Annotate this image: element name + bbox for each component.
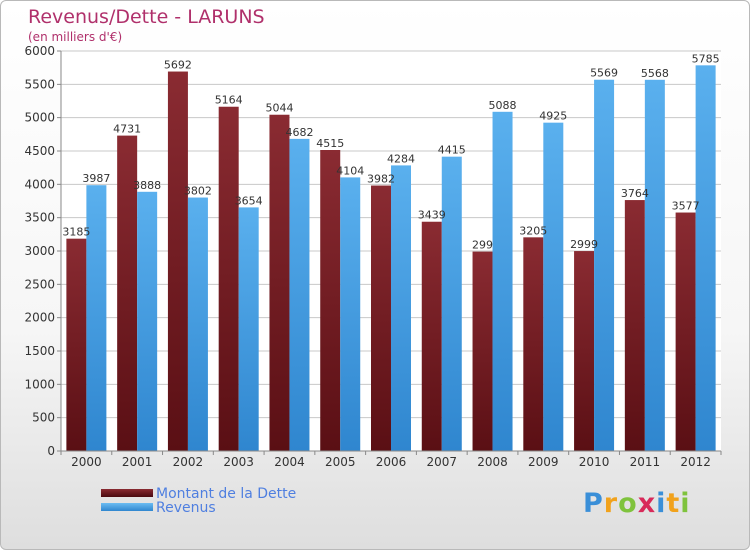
chart-subtitle: (en milliers d'€): [28, 30, 123, 44]
y-tick-label: 500: [32, 411, 55, 425]
x-tick-label: 2006: [376, 455, 407, 469]
bar-dette-value-label: 5044: [265, 102, 293, 115]
bar-dette-value-label: 4731: [113, 123, 141, 136]
x-tick-label: 2010: [579, 455, 610, 469]
y-tick-label: 6000: [24, 44, 55, 58]
chart-title: Revenus/Dette - LARUNS: [28, 6, 265, 28]
bar-revenus: [644, 79, 665, 452]
y-tick-label: 1000: [24, 377, 55, 391]
proxiti-logo: Proxiti: [583, 488, 691, 519]
bar-dette: [421, 221, 442, 451]
legend-label-revenus: Revenus: [156, 500, 216, 516]
bar-revenus-value-label: 3802: [184, 185, 212, 198]
bar-revenus-value-label: 3987: [82, 172, 110, 185]
x-tick-label: 2004: [274, 455, 305, 469]
bar-revenus-value-label: 3888: [133, 179, 161, 192]
bar-dette: [117, 135, 138, 451]
x-tick-label: 2009: [528, 455, 559, 469]
bar-revenus: [340, 177, 361, 451]
x-tick-label: 2000: [71, 455, 102, 469]
bar-revenus: [86, 185, 107, 451]
bar-dette: [675, 212, 696, 451]
y-tick-label: 0: [47, 444, 55, 458]
bar-dette-value-label: 3982: [367, 173, 395, 186]
y-tick-label: 2000: [24, 311, 55, 325]
bar-revenus-value-label: 5088: [489, 99, 517, 112]
bar-revenus-value-label: 5785: [692, 52, 720, 65]
bar-dette-value-label: 3439: [418, 209, 446, 222]
bar-dette-value-label: 299: [472, 239, 493, 252]
x-tick-label: 2011: [630, 455, 661, 469]
x-tick-label: 2003: [223, 455, 254, 469]
y-tick-label: 4500: [24, 144, 55, 158]
bar-revenus-value-label: 5569: [590, 67, 618, 80]
bar-revenus: [391, 165, 411, 451]
bar-revenus: [492, 111, 513, 452]
bar-revenus-value-label: 3654: [235, 194, 263, 207]
x-tick-label: 2001: [122, 455, 153, 469]
x-tick-label: 2007: [426, 455, 457, 469]
y-tick-label: 5000: [24, 111, 55, 125]
legend-swatch-dette: [101, 489, 153, 497]
bar-revenus-value-label: 4284: [387, 152, 415, 165]
bar-dette-value-label: 5692: [164, 59, 192, 72]
bar-revenus: [695, 65, 716, 451]
y-tick-label: 5500: [24, 77, 55, 91]
bar-revenus: [441, 156, 462, 451]
bar-dette: [574, 251, 595, 451]
legend-label-dette: Montant de la Dette: [156, 486, 297, 502]
y-tick-label: 3000: [24, 244, 55, 258]
x-tick-label: 2002: [173, 455, 204, 469]
y-tick-label: 3500: [24, 211, 55, 225]
bar-revenus-value-label: 4104: [336, 164, 364, 177]
bar-dette-value-label: 5164: [215, 94, 243, 107]
bar-dette: [371, 185, 391, 452]
bar-revenus-value-label: 5568: [641, 67, 669, 80]
bar-revenus: [289, 138, 310, 451]
bar-revenus: [238, 207, 259, 451]
bar-dette: [320, 150, 341, 451]
bar-revenus-value-label: 4925: [539, 110, 567, 123]
bar-dette-value-label: 3764: [621, 187, 649, 200]
bar-dette: [269, 114, 290, 451]
bar-dette: [472, 251, 493, 451]
bar-dette-value-label: 2999: [570, 238, 598, 251]
y-tick-label: 2500: [24, 277, 55, 291]
bar-dette: [624, 200, 645, 451]
bar-revenus: [594, 79, 615, 451]
bar-revenus-value-label: 4415: [438, 144, 466, 157]
y-tick-label: 4000: [24, 177, 55, 191]
bar-dette: [66, 238, 87, 451]
x-tick-label: 2005: [325, 455, 356, 469]
bar-dette-value-label: 4515: [316, 137, 344, 150]
legend-swatch-revenus: [101, 503, 153, 511]
bar-revenus: [137, 191, 158, 452]
bar-dette-value-label: 3577: [672, 200, 700, 213]
y-tick-label: 1500: [24, 344, 55, 358]
bar-revenus-value-label: 4682: [285, 126, 313, 139]
bar-revenus: [187, 197, 208, 451]
bar-dette: [523, 237, 544, 451]
x-tick-label: 2012: [680, 455, 711, 469]
bar-dette: [218, 106, 239, 451]
bar-dette-value-label: 3185: [62, 226, 90, 239]
bar-revenus: [543, 122, 564, 452]
bar-dette: [167, 71, 188, 452]
x-tick-label: 2008: [477, 455, 508, 469]
bar-dette-value-label: 3205: [519, 224, 547, 237]
